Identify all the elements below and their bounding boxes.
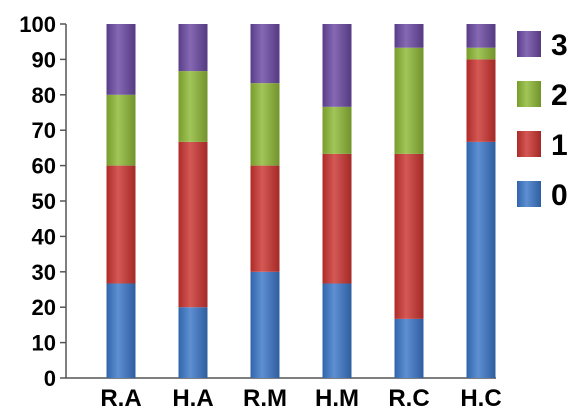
bar-segment-rc-series-1 [394, 153, 424, 319]
bar-segment-hm-series-1 [322, 153, 352, 284]
legend-label-series-0: 0 [551, 179, 568, 212]
legend-swatch-series-3 [517, 31, 541, 57]
legend-label-series-1: 1 [551, 129, 568, 162]
bar-segment-rm-series-0 [250, 271, 280, 378]
y-tick-label: 70 [32, 118, 56, 143]
y-tick-label: 50 [32, 189, 56, 214]
x-tick-label: R.M [243, 385, 287, 412]
bar-segment-hc-series-2 [466, 47, 496, 60]
legend-label-series-3: 3 [551, 29, 568, 62]
bar-segment-rm-series-1 [250, 165, 280, 272]
bar-segment-rm-series-2 [250, 83, 280, 166]
bar-segment-rc-series-3 [394, 24, 424, 48]
bar-segment-ha-series-1 [178, 141, 208, 308]
y-tick-label: 60 [32, 154, 56, 179]
bar-segment-hm-series-0 [322, 283, 352, 378]
x-tick-label: R.A [100, 385, 141, 412]
x-tick-label: H.A [172, 385, 213, 412]
bar-segment-hc-series-0 [466, 141, 496, 378]
y-tick-label: 40 [32, 224, 56, 249]
bar-segment-ha-series-3 [178, 24, 208, 72]
bar-segment-hm-series-3 [322, 24, 352, 107]
bar-segment-rc-series-0 [394, 318, 424, 378]
bar-segment-rm-series-3 [250, 24, 280, 84]
y-tick-label: 80 [32, 83, 56, 108]
bar-segment-ra-series-3 [106, 24, 136, 95]
bar-segment-rc-series-2 [394, 47, 424, 154]
bars [106, 24, 496, 378]
bar-segment-hc-series-1 [466, 59, 496, 142]
x-tick-label: H.C [460, 385, 501, 412]
y-tick-label: 10 [32, 331, 56, 356]
bar-segment-ha-series-0 [178, 307, 208, 378]
bar-segment-ha-series-2 [178, 71, 208, 142]
y-tick-label: 0 [44, 366, 56, 391]
bar-segment-hc-series-3 [466, 24, 496, 48]
bar-segment-ra-series-2 [106, 94, 136, 166]
legend: 3 2 1 0 [517, 29, 568, 212]
bar-segment-ra-series-1 [106, 165, 136, 284]
legend-swatch-series-2 [517, 81, 541, 107]
y-axis-ticks: 0 10 20 30 40 50 60 70 80 90 100 [19, 12, 66, 391]
y-tick-label: 90 [32, 47, 56, 72]
y-tick-label: 30 [32, 260, 56, 285]
legend-label-series-2: 2 [551, 79, 568, 112]
y-tick-label: 20 [32, 295, 56, 320]
y-tick-label: 100 [19, 12, 56, 37]
legend-swatch-series-0 [517, 181, 541, 207]
x-tick-label: H.M [315, 385, 359, 412]
legend-swatch-series-1 [517, 131, 541, 157]
bar-segment-ra-series-0 [106, 283, 136, 378]
x-tick-label: R.C [388, 385, 429, 412]
x-axis-labels: R.A H.A R.M H.M R.C H.C [100, 385, 501, 412]
bar-segment-hm-series-2 [322, 106, 352, 154]
